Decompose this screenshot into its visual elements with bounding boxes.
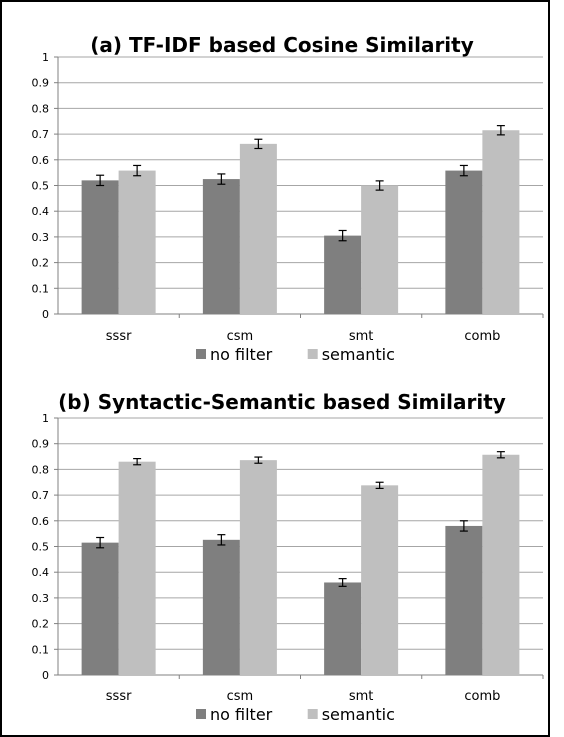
bar <box>202 179 240 314</box>
chart-a: (a) TF-IDF based Cosine Similarity 0 0.1 0.… <box>32 33 544 364</box>
bar <box>324 582 362 675</box>
y-tick-label: 0.1 <box>32 643 50 656</box>
y-tick-label: 0.9 <box>32 438 50 451</box>
y-tick-label: 0.5 <box>32 180 50 193</box>
bar <box>324 235 362 314</box>
y-tick-label: 0.6 <box>32 515 50 528</box>
x-tick-label: comb <box>464 689 500 704</box>
y-tick-label: 0.6 <box>32 154 50 167</box>
y-tick-label: 0.4 <box>32 566 50 579</box>
x-tick-label: comb <box>464 329 500 344</box>
x-tick-label: smt <box>349 329 374 344</box>
bar <box>239 460 277 675</box>
x-tick-label: csm <box>227 329 254 344</box>
y-tick-label: 1 <box>42 412 49 425</box>
figure-frame <box>0 0 550 737</box>
bar <box>118 461 156 675</box>
bar <box>202 539 240 675</box>
bar <box>361 185 399 314</box>
bar <box>445 525 483 675</box>
y-tick-label: 0.4 <box>32 205 50 218</box>
chart-b: (b) Syntactic-Semantic based Similarity 0… <box>32 390 544 724</box>
chart-title: (b) Syntactic-Semantic based Similarity <box>58 390 506 414</box>
legend-swatch <box>196 709 206 719</box>
legend-swatch <box>307 709 318 719</box>
bar <box>81 180 119 314</box>
y-tick-label: 0.7 <box>32 489 50 502</box>
y-tick-label: 0.3 <box>32 231 50 244</box>
bar <box>81 542 119 675</box>
y-tick-label: 0.8 <box>32 102 50 115</box>
legend-label: semantic <box>322 705 395 724</box>
chart-title: (a) TF-IDF based Cosine Similarity <box>90 33 474 57</box>
legend-label: no filter <box>210 345 273 364</box>
y-tick-label: 1 <box>42 51 49 64</box>
x-tick-label: sssr <box>106 329 132 344</box>
y-tick-label: 0.2 <box>32 257 50 270</box>
y-tick-label: 0 <box>42 308 49 321</box>
legend-swatch <box>307 349 318 359</box>
y-tick-label: 0.7 <box>32 128 50 141</box>
x-tick-label: smt <box>349 689 374 704</box>
legend-label: no filter <box>210 705 273 724</box>
legend-swatch <box>196 349 206 359</box>
y-tick-label: 0.2 <box>32 618 50 631</box>
bar <box>361 485 399 675</box>
y-tick-label: 0.9 <box>32 77 50 90</box>
y-tick-label: 0 <box>42 669 49 682</box>
bar <box>445 170 483 314</box>
y-tick-label: 0.3 <box>32 592 50 605</box>
x-tick-label: sssr <box>106 689 132 704</box>
legend-label: semantic <box>322 345 395 364</box>
y-tick-label: 0.8 <box>32 463 50 476</box>
y-tick-label: 0.1 <box>32 282 50 295</box>
y-tick-label: 0.5 <box>32 541 50 554</box>
bar <box>482 130 520 314</box>
x-tick-label: csm <box>227 689 254 704</box>
bar <box>118 170 156 314</box>
bar <box>482 454 520 675</box>
bar <box>239 143 277 314</box>
